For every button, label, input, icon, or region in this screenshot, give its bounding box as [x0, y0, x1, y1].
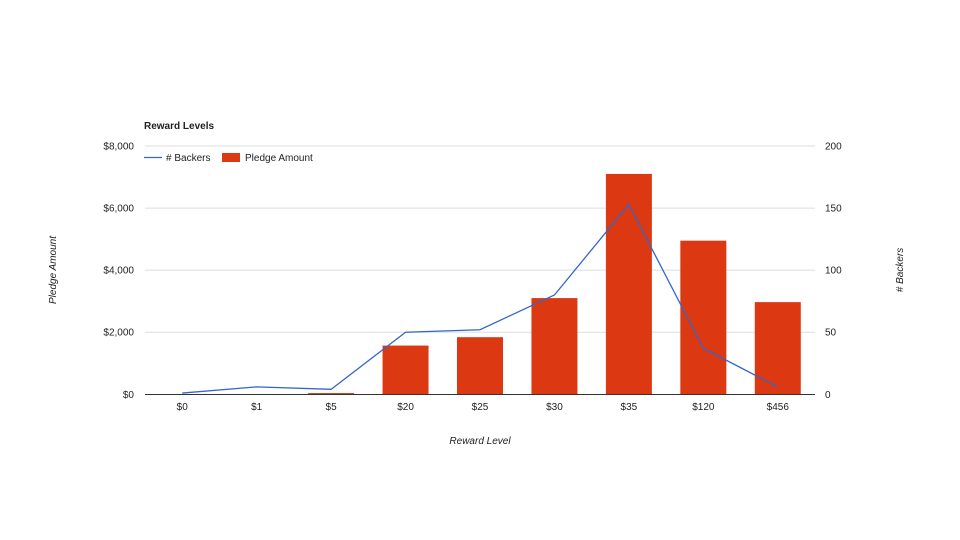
y-tick-label: $6,000	[103, 204, 134, 215]
y-axis-title: Pledge Amount	[48, 235, 59, 304]
y-tick-label: $4,000	[103, 266, 134, 277]
x-tick-label: $0	[177, 402, 189, 413]
y-tick-label: $0	[123, 390, 135, 401]
legend: # Backers Pledge Amount	[144, 153, 313, 164]
x-axis-ticks: $0 $1 $5 $20 $25 $30 $35 $120 $456	[177, 402, 790, 413]
bar-pledge-2	[308, 393, 355, 395]
x-tick-label: $25	[472, 402, 489, 413]
line-series-backers	[182, 203, 779, 394]
right-axis-ticks: 0 50 100 150 200	[825, 142, 842, 401]
x-tick-label: $456	[767, 402, 790, 413]
x-axis-title: Reward Level	[449, 436, 511, 447]
y-tick-label: $8,000	[103, 142, 134, 153]
bar-pledge-6	[605, 173, 652, 395]
x-tick-label: $5	[326, 402, 338, 413]
bar-series	[308, 173, 801, 395]
x-tick-label: $1	[251, 402, 263, 413]
bar-pledge-4	[457, 337, 503, 395]
y2-tick-label: 50	[825, 328, 837, 339]
y-tick-label: $2,000	[103, 328, 134, 339]
y2-tick-label: 200	[825, 142, 842, 153]
x-tick-label: $30	[546, 402, 563, 413]
left-axis-ticks: $0 $2,000 $4,000 $6,000 $8,000	[103, 142, 134, 401]
x-tick-label: $20	[397, 402, 414, 413]
bar-pledge-3	[382, 345, 429, 395]
x-tick-label: $120	[692, 402, 715, 413]
y2-axis-title: # Backers	[895, 248, 906, 292]
legend-bar-swatch	[222, 153, 240, 162]
legend-label-backers: # Backers	[166, 153, 210, 164]
y2-tick-label: 0	[825, 390, 831, 401]
bar-pledge-8	[754, 302, 801, 395]
y2-tick-label: 150	[825, 204, 842, 215]
x-tick-label: $35	[621, 402, 638, 413]
chart-title: Reward Levels	[144, 121, 214, 132]
y2-tick-label: 100	[825, 266, 842, 277]
bar-pledge-5	[531, 298, 578, 395]
legend-label-pledge: Pledge Amount	[245, 153, 313, 164]
